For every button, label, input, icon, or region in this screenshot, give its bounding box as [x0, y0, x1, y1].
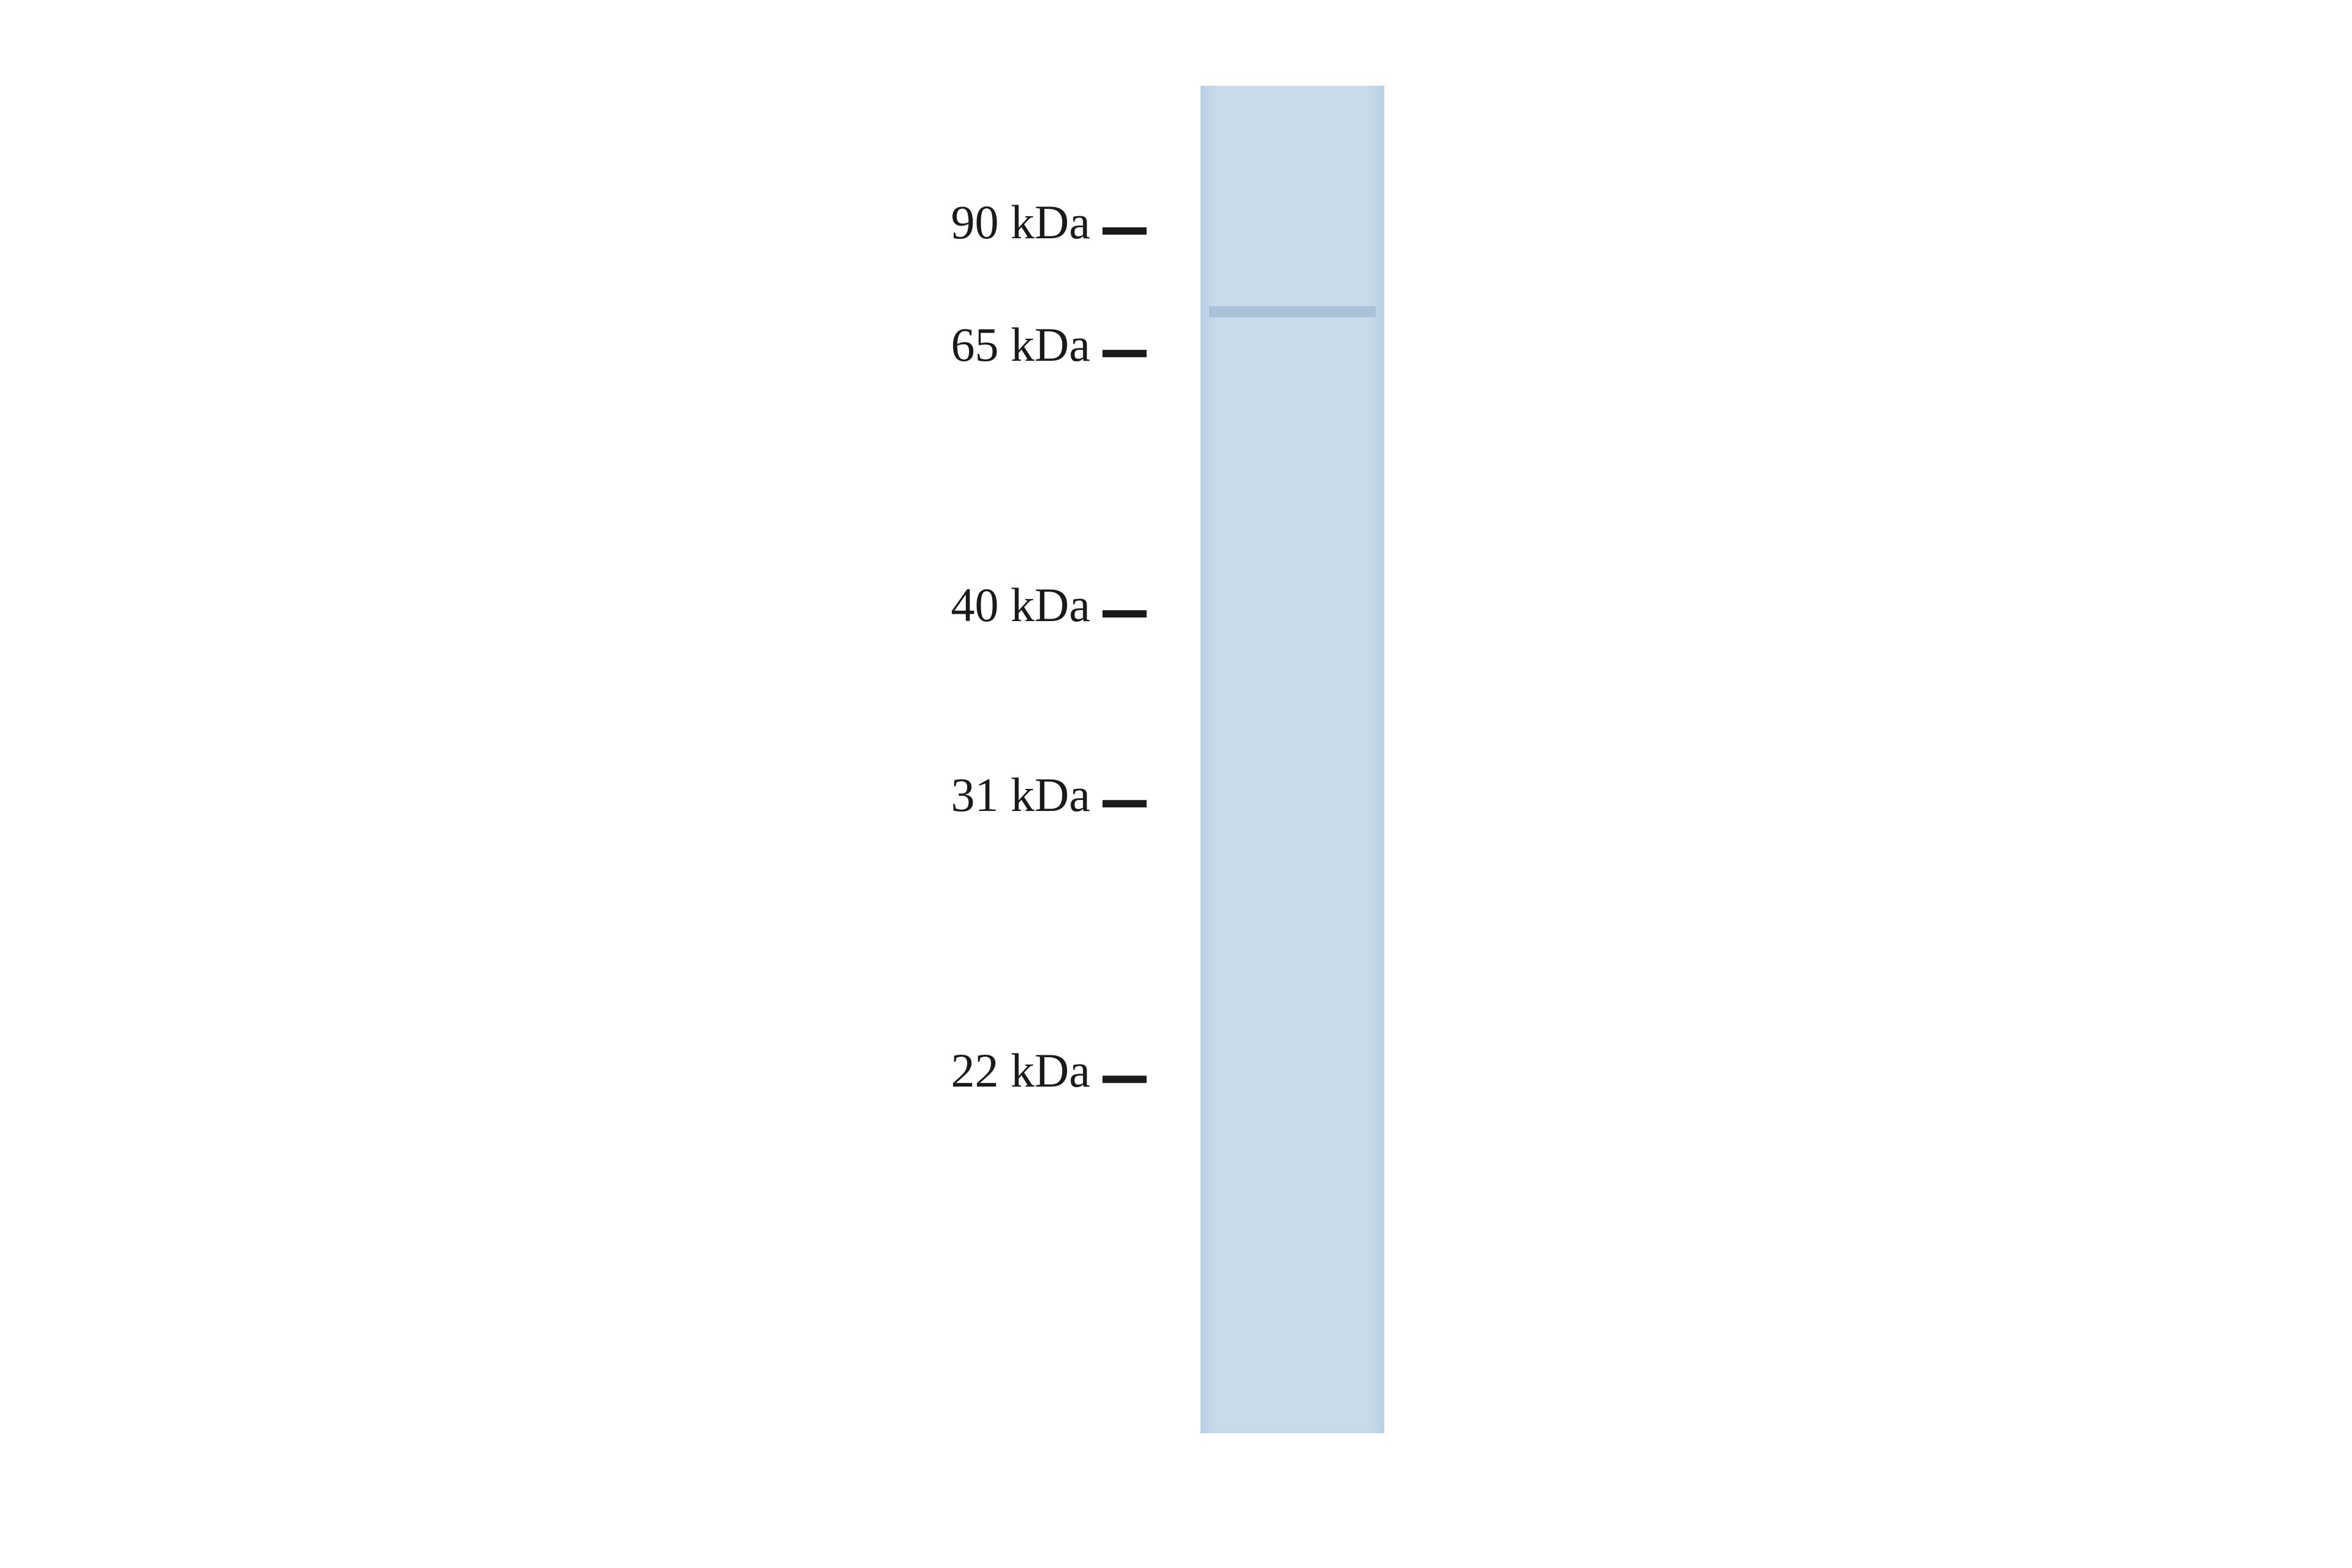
marker-label: 40 kDa — [0, 578, 1090, 633]
marker-tick — [1102, 1076, 1147, 1083]
protein-band — [1209, 306, 1376, 317]
marker-label: 65 kDa — [0, 317, 1090, 372]
marker-tick — [1102, 610, 1147, 617]
marker-label: 90 kDa — [0, 195, 1090, 250]
marker-22kda: 22 kDa — [0, 1045, 1147, 1105]
marker-65kda: 65 kDa — [0, 319, 1147, 379]
marker-tick — [1102, 227, 1147, 235]
marker-31kda: 31 kDa — [0, 769, 1147, 829]
marker-label: 31 kDa — [0, 767, 1090, 823]
marker-tick — [1102, 800, 1147, 807]
marker-90kda: 90 kDa — [0, 197, 1147, 257]
blot-figure: 90 kDa 65 kDa 40 kDa 31 kDa 22 kDa — [0, 0, 2352, 1568]
marker-tick — [1102, 350, 1147, 357]
gel-lane — [1200, 86, 1384, 1433]
marker-label: 22 kDa — [0, 1043, 1090, 1098]
marker-40kda: 40 kDa — [0, 579, 1147, 639]
